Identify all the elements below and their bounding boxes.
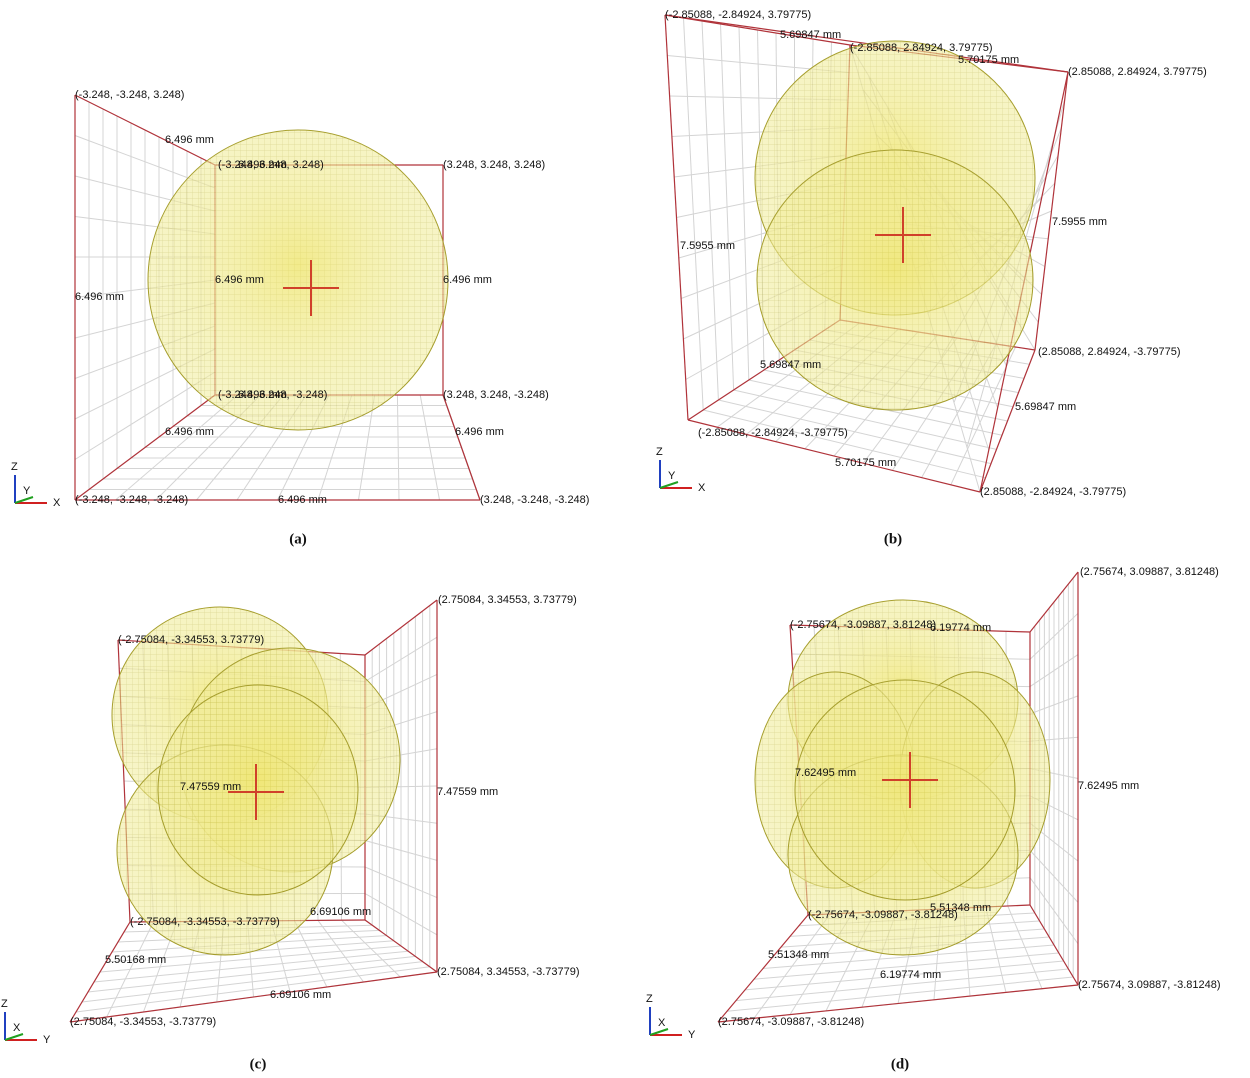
coordinate-label: (-2.75084, -3.34553, 3.73779) [118,634,264,646]
coordinate-label: 6.19774 mm [880,969,941,981]
coordinate-label: (2.75084, 3.34553, 3.73779) [438,594,577,606]
coordinate-label: 6.496 mm [278,494,327,506]
coordinate-label: (2.75674, 3.09887, 3.81248) [1080,566,1219,578]
sphere-shade [148,130,448,430]
coordinate-label: (-2.85088, -2.84924, -3.79775) [698,427,848,439]
axis-label: Z [11,461,18,473]
coordinate-label: 6.496 mm [215,274,264,286]
caption: (d) [891,1056,909,1072]
caption: (a) [289,531,307,547]
coordinate-label: (3.248, -3.248, -3.248) [480,494,589,506]
coordinate-label: 6.496 mm [238,159,287,171]
coordinate-label: (-2.75674, -3.09887, 3.81248) [790,619,936,631]
coordinate-label: 5.51348 mm [930,902,991,914]
coordinate-label: 6.69106 mm [270,989,331,1001]
coordinate-label: (2.75084, -3.34553, -3.73779) [70,1016,216,1028]
coordinate-label: (3.248, 3.248, -3.248) [443,389,549,401]
coordinate-label: 5.70175 mm [835,457,896,469]
axis-label: X [658,1017,666,1029]
axis-label: Z [1,998,8,1010]
coordinate-label: 7.62495 mm [1078,780,1139,792]
coordinate-label: 5.69847 mm [1015,401,1076,413]
coordinate-label: (-2.85088, 2.84924, 3.79775) [850,42,993,54]
coordinate-label: 5.70175 mm [958,54,1019,66]
axis-label: X [53,497,61,509]
axis-label: X [698,482,706,494]
coordinate-label: 7.5955 mm [680,240,735,252]
coordinate-label: 6.19774 mm [930,622,991,634]
axis-label: Y [43,1034,51,1046]
wall-grid [727,977,1073,1011]
axis-label: Y [23,485,31,497]
coordinate-label: (2.85088, 2.84924, -3.79775) [1038,346,1181,358]
sphere-shade [757,150,1033,410]
coordinate-label: 5.69847 mm [780,29,841,41]
wall-grid [295,921,327,987]
figure: (-3.248, -3.248, 3.248) 6.496 mm (-3.248, … [0,0,1250,1078]
coordinate-label: 5.50168 mm [105,954,166,966]
coordinate-label: 5.51348 mm [768,949,829,961]
coordinate-label: (2.85088, 2.84924, 3.79775) [1068,66,1207,78]
caption: (b) [884,531,902,547]
coordinate-label: 6.496 mm [443,274,492,286]
caption: (c) [250,1056,267,1072]
coordinate-label: 6.496 mm [75,291,124,303]
coordinate-label: 6.496 mm [165,426,214,438]
sphere-shade [795,680,1015,900]
coordinate-label: (-3.248, -3.248, 3.248) [75,89,184,101]
coordinate-label: 6.496 mm [165,134,214,146]
coordinate-label: (2.85088, -2.84924, -3.79775) [980,486,1126,498]
coordinate-label: 6.69106 mm [310,906,371,918]
coordinate-label: (2.75084, 3.34553, -3.73779) [437,966,580,978]
axis-label: Z [656,446,663,458]
coordinate-label: (3.248, 3.248, 3.248) [443,159,545,171]
coordinate-label: 7.47559 mm [437,786,498,798]
bounding-box-edge [1035,72,1068,350]
axis-label: Y [688,1029,696,1041]
coordinate-label: (-3.248, -3.248, -3.248) [75,494,188,506]
coordinate-label: 7.47559 mm [180,781,241,793]
axis-label: Y [668,470,676,482]
bounding-box-edge [70,922,130,1022]
axis-label: X [13,1022,21,1034]
coordinate-label: 6.496 mm [238,389,287,401]
coordinate-label: (2.75674, -3.09887, -3.81248) [718,1016,864,1028]
coordinate-label: 7.5955 mm [1052,216,1107,228]
axis-label: Z [646,993,653,1005]
coordinate-label: 7.62495 mm [795,767,856,779]
bounding-box-edge [665,15,688,420]
wall-grid [342,920,401,977]
coordinate-label: (-2.75084, -3.34553, -3.73779) [130,916,280,928]
coordinate-label: (-2.85088, -2.84924, 3.79775) [665,9,811,21]
coordinate-label: (2.75674, 3.09887, -3.81248) [1078,979,1221,991]
wall-grid [82,962,423,1002]
coordinate-label: 5.69847 mm [760,359,821,371]
wall-grid [1008,906,1042,989]
coordinate-label: 6.496 mm [455,426,504,438]
